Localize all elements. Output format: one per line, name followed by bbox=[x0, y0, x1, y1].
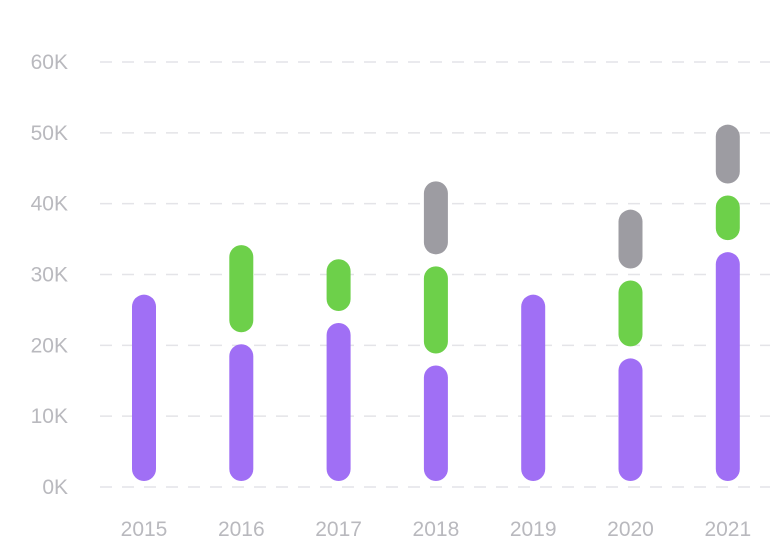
y-tick-label: 20K bbox=[31, 334, 68, 357]
x-tick-label: 2016 bbox=[218, 518, 265, 541]
bar-2020-segment-1[interactable] bbox=[618, 358, 643, 481]
bar-2017-segment-2[interactable] bbox=[326, 259, 351, 311]
x-tick-label: 2017 bbox=[315, 518, 362, 541]
bar-2021-segment-1[interactable] bbox=[715, 252, 740, 481]
bar-2021-segment-3[interactable] bbox=[715, 124, 740, 184]
y-tick-label: 50K bbox=[31, 122, 68, 145]
y-tick-label: 10K bbox=[31, 405, 68, 428]
bar-2018-segment-1[interactable] bbox=[423, 365, 448, 482]
x-tick-label: 2020 bbox=[607, 518, 654, 541]
bar-2016-segment-2[interactable] bbox=[229, 245, 254, 333]
bar-2020-segment-2[interactable] bbox=[618, 280, 643, 347]
y-tick-label: 30K bbox=[31, 264, 68, 287]
bar-2017-segment-1[interactable] bbox=[326, 323, 351, 481]
bar-2018-segment-3[interactable] bbox=[423, 181, 448, 255]
bar-2019-segment-1[interactable] bbox=[521, 294, 546, 481]
bar-2016-segment-1[interactable] bbox=[229, 344, 254, 481]
x-tick-label: 2019 bbox=[510, 518, 557, 541]
bar-2015-segment-1[interactable] bbox=[132, 294, 156, 481]
x-tick-label: 2018 bbox=[413, 518, 460, 541]
x-tick-label: 2021 bbox=[704, 518, 751, 541]
bar-2020-segment-3[interactable] bbox=[618, 209, 643, 269]
x-tick-label: 2015 bbox=[121, 518, 168, 541]
bar-2021-segment-2[interactable] bbox=[715, 195, 740, 241]
y-tick-label: 60K bbox=[31, 51, 68, 74]
bar-2018-segment-2[interactable] bbox=[423, 266, 448, 354]
y-tick-label: 40K bbox=[31, 193, 68, 216]
y-tick-label: 0K bbox=[42, 476, 68, 499]
